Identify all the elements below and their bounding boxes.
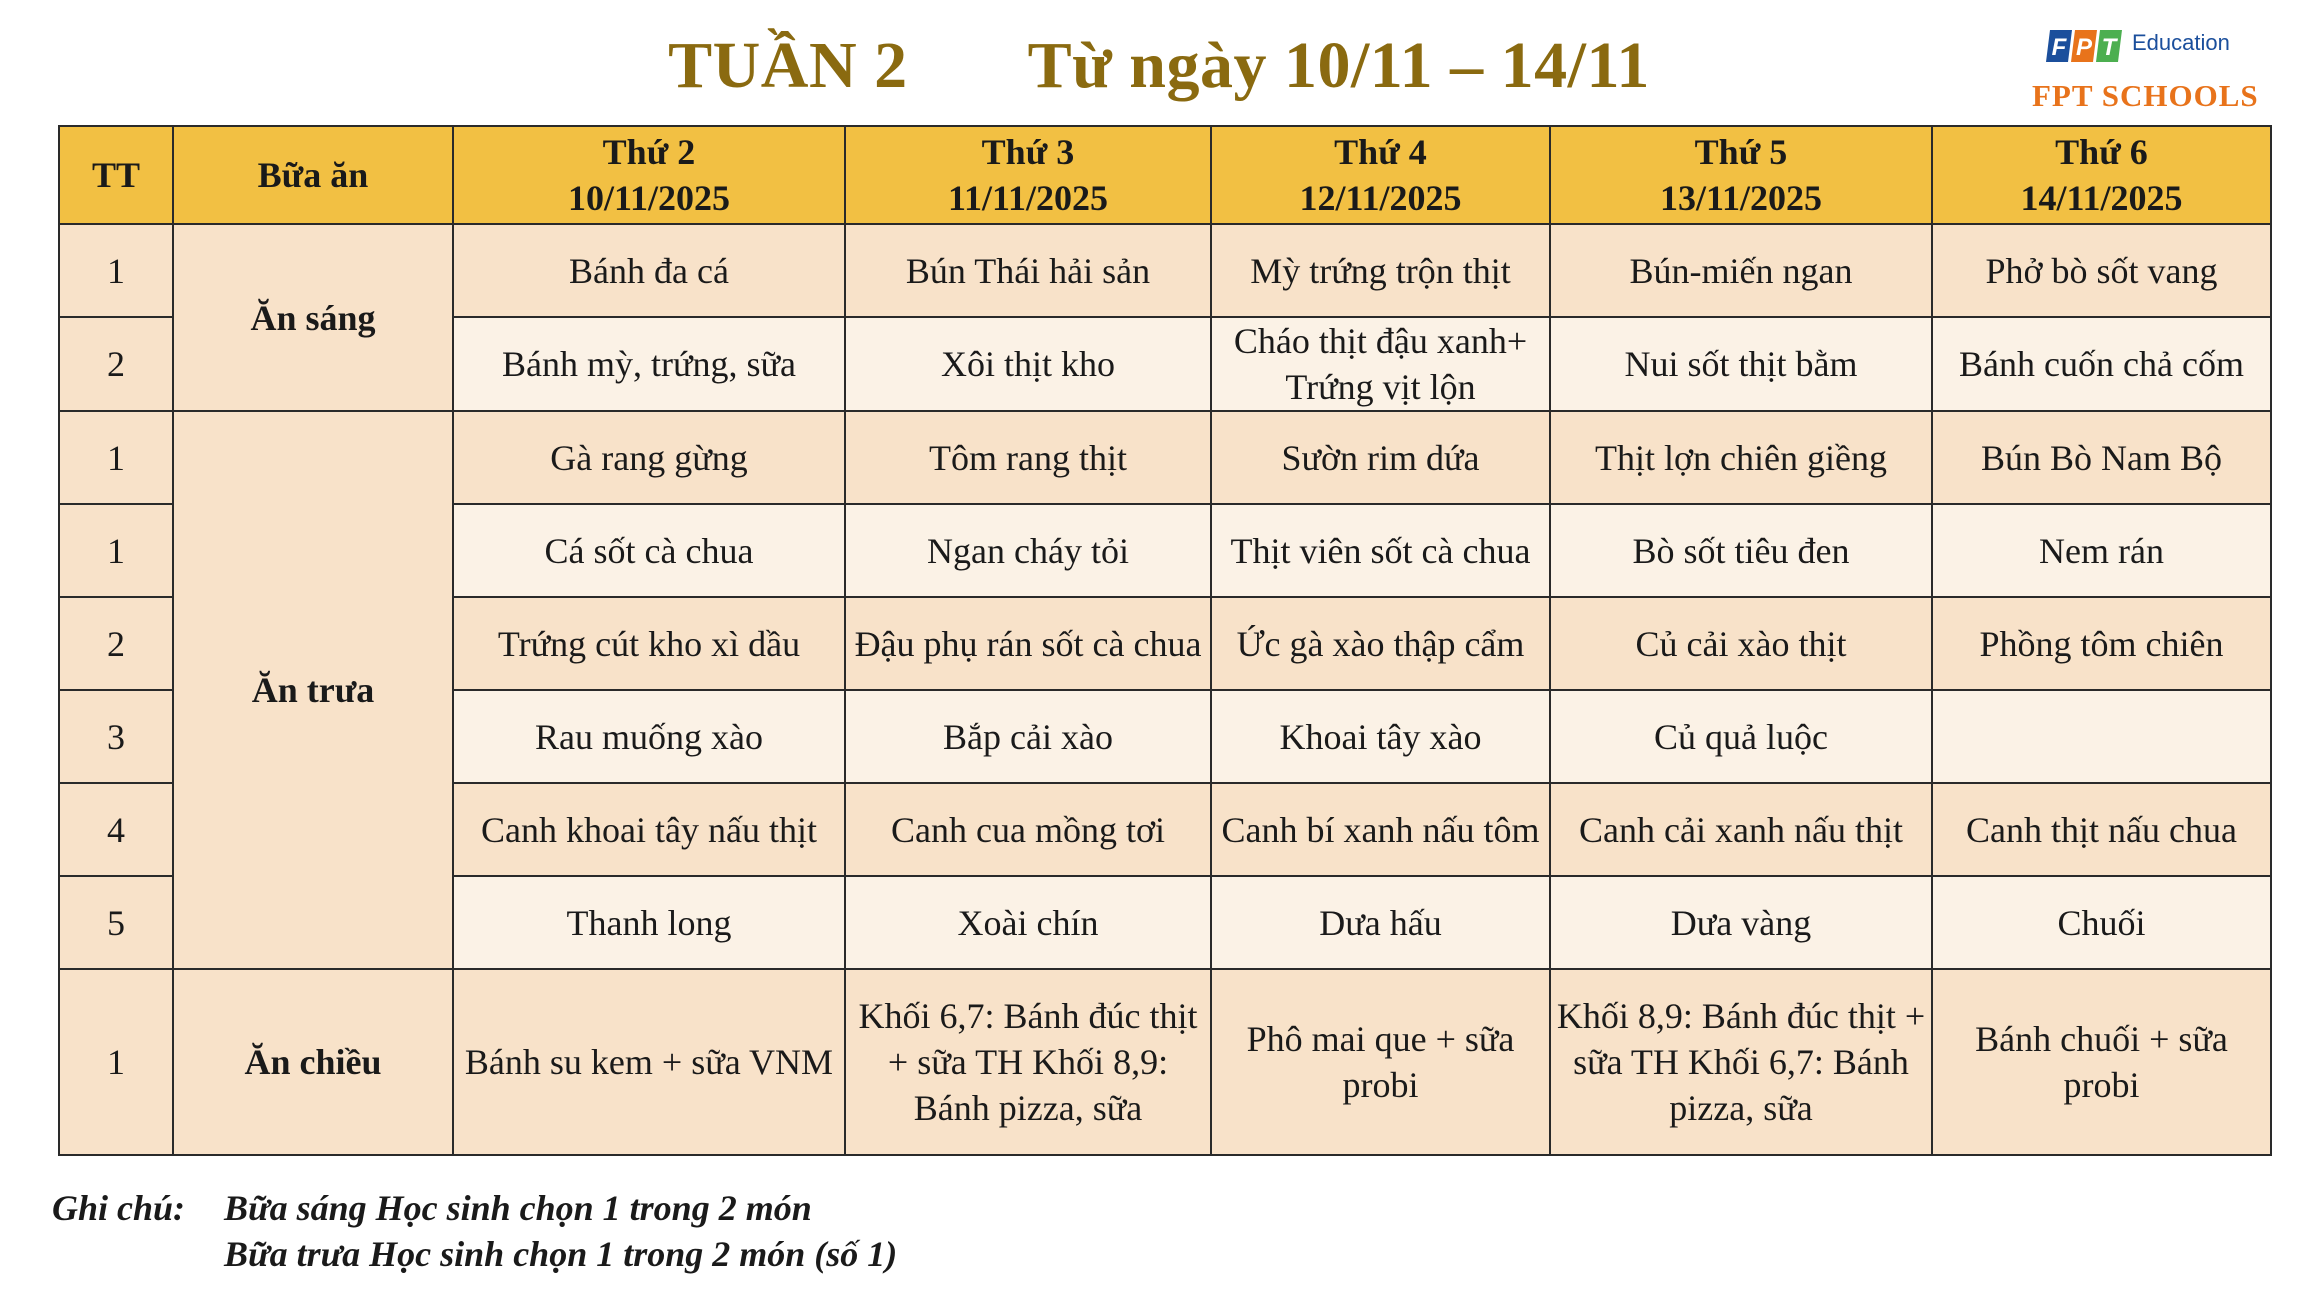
table-row: 2 Trứng cút kho xì dầu Đậu phụ rán sốt c… xyxy=(58,596,2272,691)
dish-cell: Khối 6,7: Bánh đúc thịt + sữa TH Khối 8,… xyxy=(844,968,1212,1156)
dish-cell: Nem rán xyxy=(1931,503,2272,598)
dish-cell: Bún Bò Nam Bộ xyxy=(1931,410,2272,505)
row-number: 5 xyxy=(58,875,174,970)
row-number: 4 xyxy=(58,782,174,877)
dish-cell: Bò sốt tiêu đen xyxy=(1549,503,1933,598)
dish-cell: Canh cải xanh nấu thịt xyxy=(1549,782,1933,877)
dish-cell: Mỳ trứng trộn thịt xyxy=(1210,223,1551,318)
header-day-thu: Thứ 5 13/11/2025 xyxy=(1549,125,1933,225)
dish-cell: Canh khoai tây nấu thịt xyxy=(452,782,846,877)
dish-cell: Canh thịt nấu chua xyxy=(1931,782,2272,877)
dish-cell: Khối 8,9: Bánh đúc thịt + sữa TH Khối 6,… xyxy=(1549,968,1933,1156)
dish-cell: Bánh su kem + sữa VNM xyxy=(452,968,846,1156)
page-title: TUẦN 2 Từ ngày 10/11 – 14/11 xyxy=(0,28,2318,104)
dish-cell: Thanh long xyxy=(452,875,846,970)
fpt-schools-logo: F P T Education FPT SCHOOLS xyxy=(2022,20,2262,120)
dish-cell: Bún-miến ngan xyxy=(1549,223,1933,318)
fpt-logo-icon: F P T xyxy=(2046,30,2122,62)
dish-cell: Khoai tây xào xyxy=(1210,689,1551,784)
logo-letter-t: T xyxy=(2102,34,2119,61)
dish-cell: Bánh mỳ, trứng, sữa xyxy=(452,316,846,412)
dish-cell: Gà rang gừng xyxy=(452,410,846,505)
notes-line-1: Bữa sáng Học sinh chọn 1 trong 2 món xyxy=(224,1188,812,1228)
dish-cell: Bánh cuốn chả cốm xyxy=(1931,316,2272,412)
header-day-fri: Thứ 6 14/11/2025 xyxy=(1931,125,2272,225)
dish-cell: Rau muống xào xyxy=(452,689,846,784)
dish-cell: Phồng tôm chiên xyxy=(1931,596,2272,691)
header-tt: TT xyxy=(58,125,174,225)
header-day-wed: Thứ 4 12/11/2025 xyxy=(1210,125,1551,225)
dish-cell: Chuối xyxy=(1931,875,2272,970)
dish-cell: Xoài chín xyxy=(844,875,1212,970)
table-row: 2 Bánh mỳ, trứng, sữa Xôi thịt kho Cháo … xyxy=(58,316,2272,412)
dish-cell: Trứng cút kho xì dầu xyxy=(452,596,846,691)
dish-cell: Canh bí xanh nấu tôm xyxy=(1210,782,1551,877)
date-range: Từ ngày 10/11 – 14/11 xyxy=(1027,29,1650,102)
table-header-row: TT Bữa ăn Thứ 2 10/11/2025 Thứ 3 11/11/202… xyxy=(58,125,2272,225)
table-row: 1 Ăn chiều Bánh su kem + sữa VNM Khối 6,… xyxy=(58,968,2272,1156)
dish-cell: Bánh đa cá xyxy=(452,223,846,318)
logo-schools-text: FPT SCHOOLS xyxy=(2032,78,2259,113)
logo-education-text: Education xyxy=(2132,30,2230,55)
dish-cell: Bún Thái hải sản xyxy=(844,223,1212,318)
header-day-tue: Thứ 3 11/11/2025 xyxy=(844,125,1212,225)
dish-cell: Ngan cháy tỏi xyxy=(844,503,1212,598)
row-number: 2 xyxy=(58,316,174,412)
notes: Ghi chú: Bữa sáng Học sinh chọn 1 trong … xyxy=(52,1185,897,1277)
dish-cell: Phô mai que + sữa probi xyxy=(1210,968,1551,1156)
meal-lunch: Ăn trưa xyxy=(172,410,454,970)
weekly-menu-table: TT Bữa ăn Thứ 2 10/11/2025 Thứ 3 11/11/202… xyxy=(58,125,2272,1156)
dish-cell: Củ cải xào thịt xyxy=(1549,596,1933,691)
table-row: 5 Thanh long Xoài chín Dưa hấu Dưa vàng … xyxy=(58,875,2272,970)
dish-cell: Tôm rang thịt xyxy=(844,410,1212,505)
header-meal: Bữa ăn xyxy=(172,125,454,225)
notes-line-2: Bữa trưa Học sinh chọn 1 trong 2 món (số… xyxy=(224,1234,898,1274)
row-number: 1 xyxy=(58,410,174,505)
meal-breakfast: Ăn sáng xyxy=(172,223,454,412)
dish-cell: Xôi thịt kho xyxy=(844,316,1212,412)
week-label: TUẦN 2 xyxy=(668,29,908,102)
table-row: 1 Cá sốt cà chua Ngan cháy tỏi Thịt viên… xyxy=(58,503,2272,598)
dish-cell: Nui sốt thịt bằm xyxy=(1549,316,1933,412)
row-number: 2 xyxy=(58,596,174,691)
dish-cell: Cháo thịt đậu xanh+ Trứng vịt lộn xyxy=(1210,316,1551,412)
notes-label: Ghi chú: xyxy=(52,1188,186,1228)
logo-letter-f: F xyxy=(2052,34,2068,61)
dish-cell: Bánh chuối + sữa probi xyxy=(1931,968,2272,1156)
meal-afternoon: Ăn chiều xyxy=(172,968,454,1156)
dish-cell: Bắp cải xào xyxy=(844,689,1212,784)
row-number: 1 xyxy=(58,968,174,1156)
dish-cell: Phở bò sốt vang xyxy=(1931,223,2272,318)
dish-cell: Thịt lợn chiên giềng xyxy=(1549,410,1933,505)
dish-cell: Củ quả luộc xyxy=(1549,689,1933,784)
dish-cell: Sườn rim dứa xyxy=(1210,410,1551,505)
logo-letter-p: P xyxy=(2076,34,2093,61)
dish-cell xyxy=(1931,689,2272,784)
dish-cell: Đậu phụ rán sốt cà chua xyxy=(844,596,1212,691)
table-row: 3 Rau muống xào Bắp cải xào Khoai tây xà… xyxy=(58,689,2272,784)
row-number: 1 xyxy=(58,503,174,598)
table-row: 1 Ăn trưa Gà rang gừng Tôm rang thịt Sườ… xyxy=(58,410,2272,970)
dish-cell: Canh cua mồng tơi xyxy=(844,782,1212,877)
dish-cell: Ức gà xào thập cẩm xyxy=(1210,596,1551,691)
dish-cell: Cá sốt cà chua xyxy=(452,503,846,598)
dish-cell: Dưa vàng xyxy=(1549,875,1933,970)
header-day-mon: Thứ 2 10/11/2025 xyxy=(452,125,846,225)
row-number: 3 xyxy=(58,689,174,784)
row-number: 1 xyxy=(58,223,174,318)
table-row: 1 Ăn sáng Bánh đa cá Bún Thái hải sản Mỳ… xyxy=(58,223,2272,412)
table-row: 4 Canh khoai tây nấu thịt Canh cua mồng … xyxy=(58,782,2272,877)
dish-cell: Dưa hấu xyxy=(1210,875,1551,970)
dish-cell: Thịt viên sốt cà chua xyxy=(1210,503,1551,598)
